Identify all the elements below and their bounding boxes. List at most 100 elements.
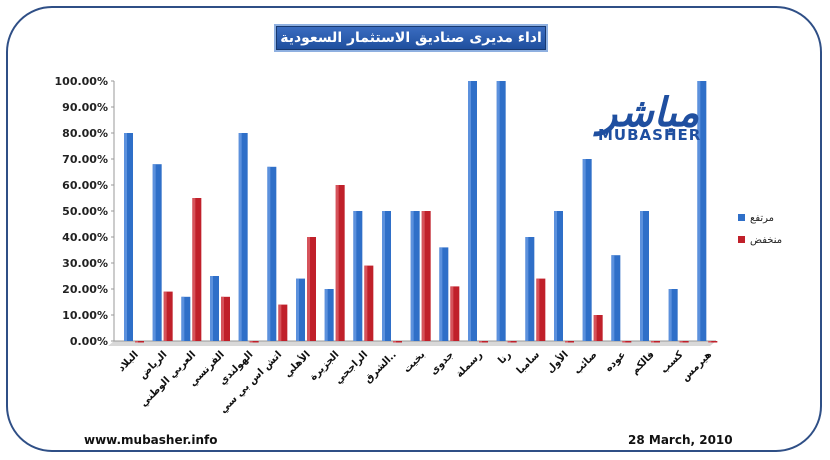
bar-down [450,286,460,341]
chart-title: اداء مديرى صناديق الاستثمار السعودية [276,26,546,50]
y-tick-label: 20.00% [62,283,108,296]
category-label: الأول [543,348,570,375]
bar-down [708,341,718,343]
bar-up-highlight [410,211,414,341]
legend-swatch-up [738,214,745,221]
mubasher-logo-english: MUBASHER [598,126,702,144]
bar-up [181,296,191,341]
y-tick-label: 70.00% [62,153,108,166]
bar-up [525,237,535,341]
bar-down-highlight [335,185,339,341]
bar-up-highlight [697,81,701,341]
bar-down-highlight [679,341,683,343]
bar-up [496,81,506,341]
bars-group [124,81,718,343]
mubasher-logo-arabic: مباشر [598,90,700,136]
bar-down-highlight [192,198,196,341]
bar-down [393,341,402,343]
bar-up [124,133,133,341]
bar-down-highlight [479,341,482,343]
y-tick-label: 30.00% [62,257,108,270]
legend-label-up: مرتفع [750,213,774,224]
bar-down-highlight [364,265,368,341]
bar-down [622,341,632,343]
bar-down-highlight [622,341,626,343]
bar-up-highlight [582,159,586,341]
y-tick-label: 50.00% [62,205,108,218]
bar-up [210,276,219,341]
y-tick-label: 90.00% [62,101,108,114]
bar-down-highlight [651,341,654,343]
bar-up [582,159,592,341]
bar-up-highlight [496,81,500,341]
bar-up-highlight [296,278,299,341]
bar-up-highlight [640,211,643,341]
bar-up-highlight [525,237,529,341]
bar-up [554,211,563,341]
bar-down-highlight [249,341,253,343]
bar-up-highlight [468,81,471,341]
bar-down [536,278,546,341]
bar-up-highlight [611,255,615,341]
category-label: جدوى [428,349,456,377]
bar-up-highlight [267,166,271,341]
legend-label-down: منخفض [750,235,782,246]
bar-up [697,81,707,341]
category-label: كسب [659,349,686,376]
footer-url: www.mubasher.info [84,433,218,447]
bar-down-highlight [135,341,138,343]
bar-up [353,211,363,341]
bar-down-highlight [163,291,167,341]
bar-down [507,341,517,343]
bar-down [679,341,689,343]
bar-up [668,289,678,341]
bar-up-highlight [324,289,328,341]
bar-down [192,198,202,341]
bar-down-highlight [221,296,224,341]
bar-down [249,341,259,343]
bar-up-highlight [439,247,443,341]
y-tick-label: 100.00% [55,75,108,88]
bar-down-highlight [708,341,712,343]
bar-up [410,211,420,341]
bar-up [267,166,277,341]
bar-up [640,211,649,341]
bar-up [296,278,305,341]
category-label: بخيت [402,349,428,375]
bar-down [335,185,345,341]
bar-down-highlight [507,341,511,343]
bar-down [364,265,374,341]
bar-up-highlight [382,211,385,341]
category-label: رنا [496,349,513,366]
bar-up-highlight [353,211,357,341]
category-label: فالكم [629,349,656,376]
bar-down [565,341,574,343]
bar-down [651,341,660,343]
y-tick-label: 60.00% [62,179,108,192]
bar-down-highlight [393,341,396,343]
bar-down-highlight [307,237,310,341]
bar-up-highlight [210,276,213,341]
category-label: عوده [603,349,628,374]
bar-up-highlight [152,164,156,341]
bar-down-highlight [536,278,540,341]
bar-up [468,81,477,341]
y-tick-label: 0.00% [70,335,108,348]
category-label: رسملة [454,349,485,380]
bar-up-highlight [238,133,242,341]
bar-up-highlight [181,296,185,341]
bar-up [324,289,334,341]
bar-down [593,315,603,341]
bar-up [238,133,248,341]
bar-up-highlight [668,289,672,341]
bar-down [135,341,144,343]
bar-down-highlight [593,315,597,341]
bar-down-highlight [278,304,282,341]
bar-up-highlight [124,133,127,341]
bar-up-highlight [554,211,557,341]
bar-down-highlight [421,211,425,341]
bar-up [152,164,162,341]
axes: 0.00% 10.00% 20.00% 30.00% 40.00% 50.00% 60.00… [55,75,716,348]
category-label: الشرق.. [363,349,399,385]
